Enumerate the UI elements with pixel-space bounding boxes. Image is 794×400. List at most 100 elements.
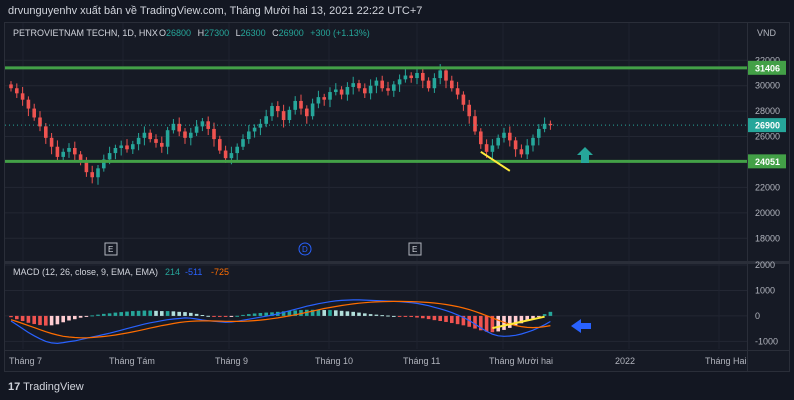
candle[interactable]	[55, 140, 60, 161]
candle[interactable]	[44, 123, 48, 144]
chart-area[interactable]: 3200030000280002600024000220002000018000…	[4, 22, 790, 372]
candle[interactable]	[415, 68, 419, 85]
candle[interactable]	[212, 122, 216, 147]
candle[interactable]	[357, 79, 361, 92]
candle[interactable]	[519, 144, 524, 158]
candle[interactable]	[264, 109, 268, 128]
candle[interactable]	[276, 101, 280, 118]
candle[interactable]	[339, 86, 344, 100]
candle[interactable]	[78, 151, 83, 166]
candle[interactable]	[125, 139, 129, 153]
candle[interactable]	[113, 144, 118, 160]
candle[interactable]	[171, 119, 176, 134]
candle[interactable]	[508, 126, 512, 147]
candle[interactable]	[38, 111, 42, 132]
candle[interactable]	[397, 74, 402, 92]
candle[interactable]	[206, 116, 210, 136]
candle[interactable]	[26, 96, 31, 117]
candle[interactable]	[32, 103, 36, 121]
candle[interactable]	[189, 127, 193, 146]
candle[interactable]	[241, 134, 245, 151]
candle[interactable]	[345, 82, 350, 101]
macd-pane[interactable]	[9, 299, 553, 345]
candle[interactable]	[247, 125, 251, 144]
candle[interactable]	[444, 67, 448, 89]
left-arrow-icon[interactable]	[571, 319, 591, 333]
event-marker[interactable]: E	[408, 242, 422, 256]
candle[interactable]	[258, 119, 263, 136]
candle[interactable]	[328, 87, 332, 108]
drawing-annotations[interactable]	[480, 147, 593, 333]
candle[interactable]	[131, 140, 135, 154]
candle[interactable]	[142, 126, 147, 146]
candle[interactable]	[409, 72, 413, 83]
candle[interactable]	[102, 154, 106, 172]
candle[interactable]	[322, 93, 326, 106]
candle[interactable]	[363, 83, 367, 99]
candle[interactable]	[374, 77, 379, 94]
candle[interactable]	[73, 141, 77, 162]
candle[interactable]	[502, 127, 506, 143]
candle[interactable]	[450, 75, 454, 92]
candle[interactable]	[368, 79, 373, 100]
candle[interactable]	[177, 117, 181, 137]
candle[interactable]	[90, 165, 94, 184]
candle[interactable]	[455, 81, 460, 100]
candle[interactable]	[61, 148, 65, 162]
candle[interactable]	[165, 126, 170, 155]
candle[interactable]	[351, 76, 355, 95]
candle[interactable]	[531, 134, 535, 152]
up-arrow-icon[interactable]	[577, 147, 593, 163]
candle[interactable]	[403, 69, 408, 83]
tradingview-logo[interactable]: 17 TradingView	[8, 381, 84, 393]
candle[interactable]	[148, 129, 152, 143]
macd-axis[interactable]: 2000 1000 0 -1000	[755, 260, 778, 346]
candle[interactable]	[316, 90, 321, 109]
candle[interactable]	[513, 137, 518, 157]
symbol-legend[interactable]: PETROVIETNAM TECHN, 1D, HNX O26800 H2730…	[13, 28, 777, 38]
candle[interactable]	[96, 165, 100, 185]
candle[interactable]	[386, 81, 390, 96]
candle[interactable]	[9, 81, 13, 92]
candle[interactable]	[299, 94, 303, 115]
candle[interactable]	[496, 134, 500, 149]
candle[interactable]	[542, 117, 547, 133]
candle[interactable]	[252, 124, 257, 138]
candle[interactable]	[287, 106, 292, 124]
event-marker[interactable]: E	[104, 242, 118, 256]
event-marker[interactable]: D	[298, 242, 312, 256]
candle[interactable]	[200, 117, 205, 132]
candle[interactable]	[392, 81, 396, 97]
candle[interactable]	[467, 99, 471, 124]
candle[interactable]	[281, 104, 286, 128]
candle[interactable]	[235, 143, 239, 161]
candle[interactable]	[49, 132, 54, 155]
candle[interactable]	[20, 86, 25, 106]
candle[interactable]	[154, 134, 158, 148]
price-axis[interactable]: 3200030000280002600024000220002000018000…	[748, 55, 786, 243]
candle[interactable]	[421, 66, 425, 89]
candle[interactable]	[525, 139, 529, 160]
price-pane[interactable]	[5, 64, 747, 185]
candle[interactable]	[426, 77, 431, 92]
candle[interactable]	[67, 143, 71, 158]
candle[interactable]	[380, 75, 384, 92]
candle[interactable]	[473, 109, 477, 135]
candle[interactable]	[15, 83, 19, 99]
candle[interactable]	[293, 96, 297, 115]
time-axis[interactable]: Tháng 7 Tháng Tám Tháng 9 Tháng 10 Tháng 11 T…	[9, 356, 747, 366]
candle[interactable]	[160, 136, 164, 153]
candle[interactable]	[479, 128, 483, 149]
candle[interactable]	[183, 128, 187, 144]
macd-yellow-trendline[interactable]	[492, 315, 545, 330]
candle[interactable]	[490, 139, 495, 160]
candle[interactable]	[537, 124, 541, 146]
chart-svg[interactable]: 3200030000280002600024000220002000018000…	[5, 23, 789, 371]
candle[interactable]	[194, 120, 199, 137]
candle[interactable]	[310, 98, 315, 120]
candle[interactable]	[305, 105, 309, 124]
candle[interactable]	[461, 91, 466, 111]
candle[interactable]	[548, 120, 553, 130]
candle[interactable]	[334, 83, 338, 96]
